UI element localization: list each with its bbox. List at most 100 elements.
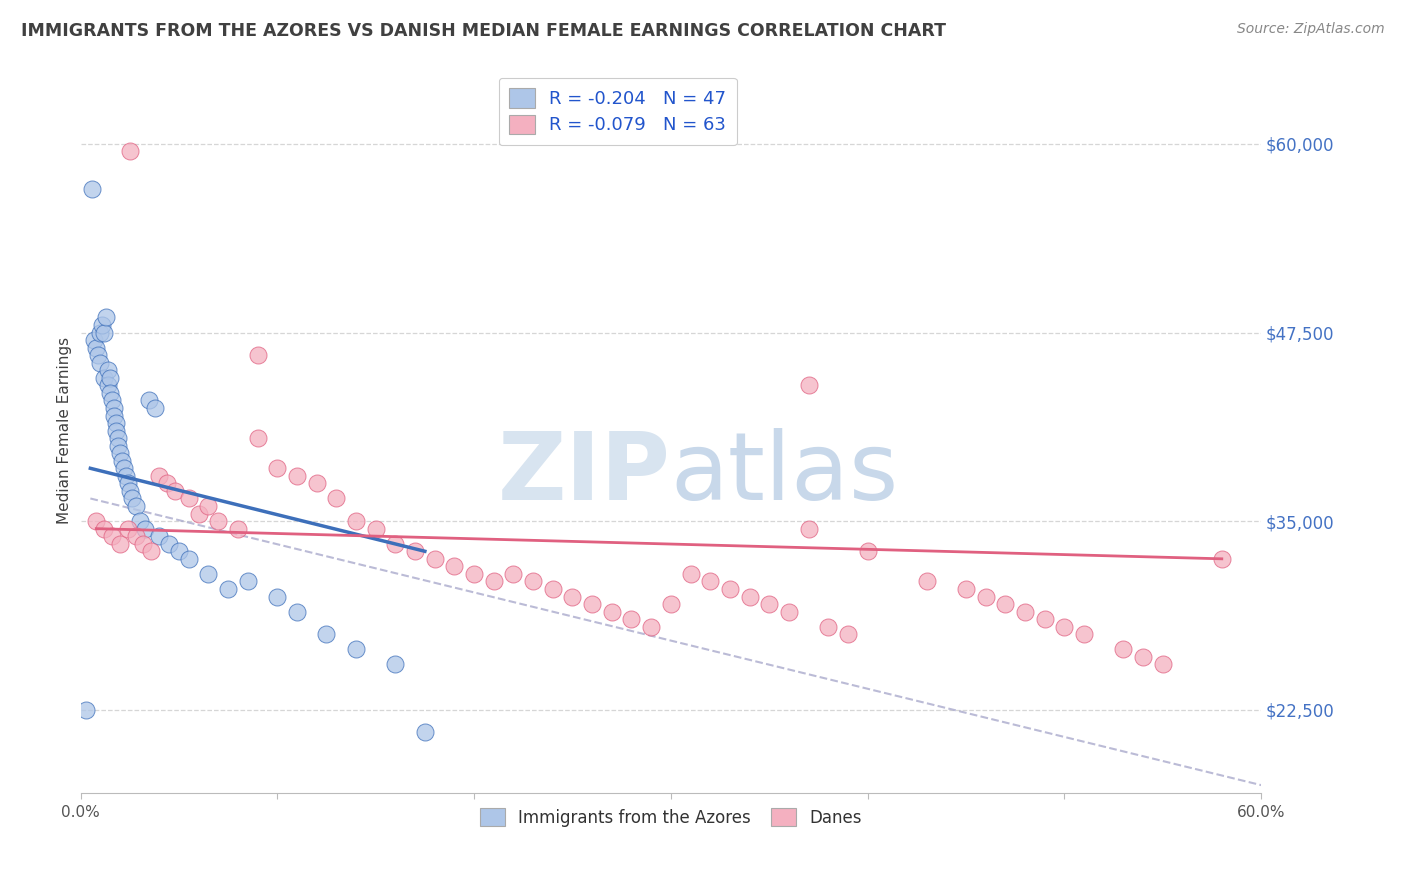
Point bbox=[344, 514, 367, 528]
Point bbox=[108, 446, 131, 460]
Point bbox=[104, 424, 127, 438]
Point bbox=[121, 491, 143, 506]
Point bbox=[157, 537, 180, 551]
Point bbox=[246, 431, 269, 445]
Point bbox=[148, 468, 170, 483]
Point bbox=[285, 468, 308, 483]
Point bbox=[82, 182, 104, 196]
Point bbox=[148, 529, 170, 543]
Point bbox=[600, 605, 623, 619]
Point bbox=[89, 356, 111, 370]
Point bbox=[107, 431, 129, 445]
Point bbox=[141, 544, 163, 558]
Point bbox=[84, 514, 107, 528]
Point bbox=[1073, 627, 1095, 641]
Point bbox=[541, 582, 564, 596]
Point bbox=[103, 409, 125, 423]
Point bbox=[236, 574, 259, 589]
Point bbox=[107, 439, 129, 453]
Point bbox=[83, 333, 105, 347]
Point bbox=[163, 483, 186, 498]
Point bbox=[325, 491, 347, 506]
Point bbox=[108, 537, 131, 551]
Point bbox=[915, 574, 938, 589]
Point bbox=[522, 574, 544, 589]
Point bbox=[384, 657, 406, 672]
Point bbox=[138, 393, 160, 408]
Point bbox=[94, 310, 117, 325]
Point bbox=[75, 703, 97, 717]
Point bbox=[124, 529, 146, 543]
Point bbox=[134, 522, 156, 536]
Point bbox=[226, 522, 249, 536]
Point bbox=[738, 590, 761, 604]
Point bbox=[98, 371, 121, 385]
Point bbox=[89, 326, 111, 340]
Point bbox=[103, 401, 125, 415]
Point bbox=[699, 574, 721, 589]
Point bbox=[112, 461, 135, 475]
Point bbox=[246, 348, 269, 362]
Point bbox=[118, 483, 141, 498]
Point bbox=[156, 476, 179, 491]
Point bbox=[758, 597, 780, 611]
Point bbox=[132, 537, 155, 551]
Point bbox=[207, 514, 229, 528]
Point bbox=[97, 363, 120, 377]
Point bbox=[974, 590, 997, 604]
Point bbox=[91, 318, 114, 332]
Point bbox=[104, 416, 127, 430]
Point bbox=[111, 454, 134, 468]
Text: IMMIGRANTS FROM THE AZORES VS DANISH MEDIAN FEMALE EARNINGS CORRELATION CHART: IMMIGRANTS FROM THE AZORES VS DANISH MED… bbox=[21, 22, 946, 40]
Point bbox=[1152, 657, 1174, 672]
Point bbox=[1112, 642, 1135, 657]
Point bbox=[124, 499, 146, 513]
Point bbox=[217, 582, 239, 596]
Y-axis label: Median Female Earnings: Median Female Earnings bbox=[58, 337, 72, 524]
Point bbox=[659, 597, 682, 611]
Point bbox=[837, 627, 859, 641]
Point bbox=[84, 341, 107, 355]
Point bbox=[797, 522, 820, 536]
Point bbox=[128, 514, 150, 528]
Point bbox=[1053, 620, 1076, 634]
Point bbox=[620, 612, 643, 626]
Point bbox=[502, 566, 524, 581]
Point bbox=[994, 597, 1017, 611]
Point bbox=[93, 371, 115, 385]
Point bbox=[266, 461, 288, 475]
Point bbox=[187, 507, 209, 521]
Point bbox=[718, 582, 741, 596]
Point bbox=[177, 551, 200, 566]
Point bbox=[955, 582, 977, 596]
Point bbox=[364, 522, 387, 536]
Point bbox=[143, 401, 166, 415]
Point bbox=[561, 590, 583, 604]
Point bbox=[1014, 605, 1036, 619]
Point bbox=[482, 574, 505, 589]
Point bbox=[679, 566, 702, 581]
Point bbox=[97, 378, 120, 392]
Point bbox=[817, 620, 839, 634]
Point bbox=[640, 620, 662, 634]
Point bbox=[117, 522, 139, 536]
Point bbox=[305, 476, 328, 491]
Point bbox=[93, 522, 115, 536]
Text: ZIP: ZIP bbox=[498, 428, 671, 520]
Point bbox=[117, 476, 139, 491]
Point bbox=[177, 491, 200, 506]
Point bbox=[344, 642, 367, 657]
Point bbox=[856, 544, 879, 558]
Point bbox=[384, 537, 406, 551]
Point bbox=[118, 145, 141, 159]
Point bbox=[443, 559, 465, 574]
Point bbox=[423, 551, 446, 566]
Point bbox=[1132, 649, 1154, 664]
Point bbox=[87, 348, 110, 362]
Legend: Immigrants from the Azores, Danes: Immigrants from the Azores, Danes bbox=[471, 799, 870, 835]
Point bbox=[98, 385, 121, 400]
Point bbox=[404, 544, 426, 558]
Point bbox=[101, 529, 124, 543]
Text: atlas: atlas bbox=[671, 428, 898, 520]
Point bbox=[285, 605, 308, 619]
